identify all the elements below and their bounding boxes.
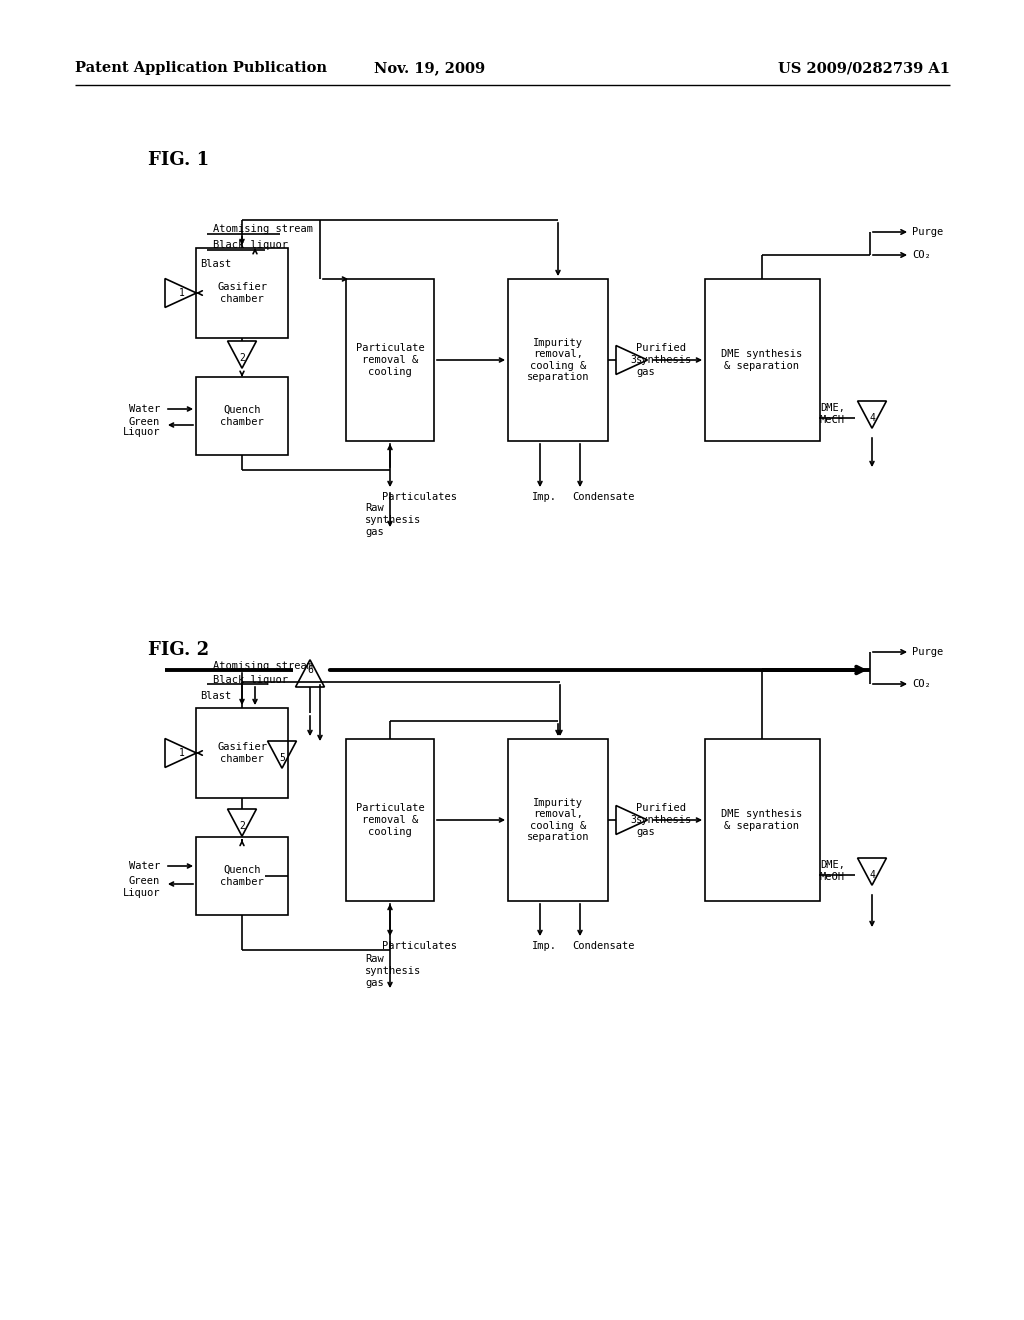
- Bar: [346, 279, 434, 441]
- Text: Particulate
removal &
cooling: Particulate removal & cooling: [355, 804, 424, 837]
- Text: Purified: Purified: [636, 803, 686, 813]
- Text: DME,: DME,: [820, 403, 845, 413]
- Text: 5: 5: [280, 752, 285, 763]
- Text: 1: 1: [179, 288, 185, 298]
- Text: CO₂: CO₂: [912, 249, 931, 260]
- Text: Purge: Purge: [912, 227, 943, 238]
- Bar: [196, 837, 288, 915]
- Bar: [508, 279, 608, 441]
- Bar: [196, 708, 288, 799]
- Bar: [705, 739, 819, 902]
- Text: synthesis: synthesis: [365, 515, 421, 525]
- Text: Water: Water: [129, 404, 160, 414]
- Text: Blast: Blast: [200, 259, 231, 269]
- Text: Quench
chamber: Quench chamber: [220, 405, 264, 426]
- Text: FIG. 1: FIG. 1: [148, 150, 209, 169]
- Text: FIG. 2: FIG. 2: [148, 642, 209, 659]
- Text: gas: gas: [636, 367, 654, 378]
- Text: Liquor: Liquor: [123, 888, 160, 898]
- Text: MeCH: MeCH: [820, 414, 845, 425]
- Bar: [196, 378, 288, 455]
- Text: 3: 3: [630, 814, 636, 825]
- Text: 4: 4: [869, 413, 874, 422]
- Text: Atomising stream: Atomising stream: [213, 661, 313, 671]
- Text: DME,: DME,: [820, 861, 845, 870]
- Text: Nov. 19, 2009: Nov. 19, 2009: [375, 61, 485, 75]
- Text: Particulates: Particulates: [382, 941, 457, 950]
- Text: Impurity
removal,
cooling &
separation: Impurity removal, cooling & separation: [526, 338, 589, 383]
- Text: Water: Water: [129, 861, 160, 871]
- Bar: [196, 248, 288, 338]
- Text: Raw: Raw: [365, 503, 384, 513]
- Text: Quench
chamber: Quench chamber: [220, 865, 264, 887]
- Text: gas: gas: [636, 828, 654, 837]
- Text: US 2009/0282739 A1: US 2009/0282739 A1: [778, 61, 950, 75]
- Bar: [346, 739, 434, 902]
- Text: Purge: Purge: [912, 647, 943, 657]
- Bar: [508, 739, 608, 902]
- Text: Patent Application Publication: Patent Application Publication: [75, 61, 327, 75]
- Text: Raw: Raw: [365, 954, 384, 964]
- Text: 4: 4: [869, 870, 874, 880]
- Text: 2: 2: [239, 821, 245, 832]
- Text: Black liquor: Black liquor: [213, 240, 288, 249]
- Text: synthesis: synthesis: [636, 355, 692, 366]
- Text: 6: 6: [307, 665, 313, 675]
- Text: 3: 3: [630, 355, 636, 366]
- Text: 1: 1: [179, 748, 185, 758]
- Text: MeOH: MeOH: [820, 873, 845, 882]
- Text: Black liquor: Black liquor: [213, 675, 288, 685]
- Text: Green: Green: [129, 417, 160, 426]
- Text: Atomising stream: Atomising stream: [213, 224, 313, 234]
- Text: Particulate
removal &
cooling: Particulate removal & cooling: [355, 343, 424, 376]
- Text: Condensate: Condensate: [572, 941, 635, 950]
- Text: gas: gas: [365, 527, 384, 537]
- Text: Gasifier
chamber: Gasifier chamber: [217, 742, 267, 764]
- Text: Blast: Blast: [200, 690, 231, 701]
- Bar: [705, 279, 819, 441]
- Text: Imp.: Imp.: [532, 941, 557, 950]
- Text: DME synthesis
& separation: DME synthesis & separation: [721, 350, 803, 371]
- Text: Gasifier
chamber: Gasifier chamber: [217, 282, 267, 304]
- Text: Impurity
removal,
cooling &
separation: Impurity removal, cooling & separation: [526, 797, 589, 842]
- Text: CO₂: CO₂: [912, 678, 931, 689]
- Text: Liquor: Liquor: [123, 426, 160, 437]
- Text: synthesis: synthesis: [636, 814, 692, 825]
- Text: Green: Green: [129, 876, 160, 886]
- Text: Imp.: Imp.: [532, 492, 557, 502]
- Text: Particulates: Particulates: [382, 492, 457, 502]
- Text: DME synthesis
& separation: DME synthesis & separation: [721, 809, 803, 830]
- Text: 2: 2: [239, 352, 245, 363]
- Text: gas: gas: [365, 978, 384, 987]
- Text: synthesis: synthesis: [365, 966, 421, 975]
- Text: Purified: Purified: [636, 343, 686, 352]
- Text: Condensate: Condensate: [572, 492, 635, 502]
